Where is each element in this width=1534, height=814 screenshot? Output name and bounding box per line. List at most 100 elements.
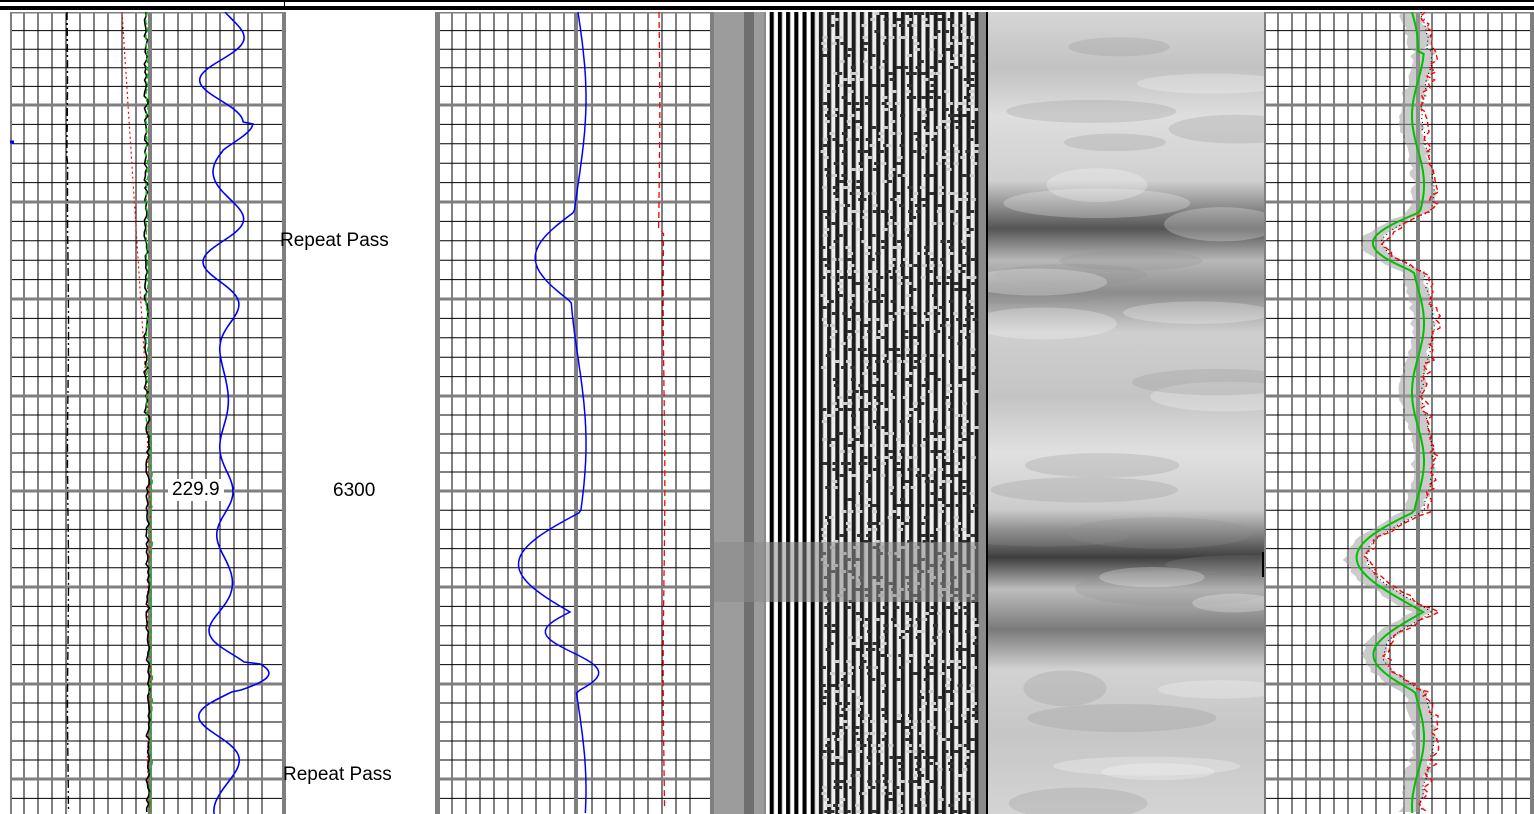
waveform-noise	[829, 672, 835, 675]
waveform-noise	[945, 48, 951, 51]
waveform-noise	[919, 504, 925, 507]
waveform-noise	[936, 162, 942, 165]
waveform-noise	[863, 276, 869, 279]
waveform-noise	[961, 264, 967, 267]
waveform-noise	[931, 222, 937, 225]
waveform-noise	[953, 450, 959, 453]
waveform-noise	[965, 630, 971, 633]
waveform-noise	[969, 96, 975, 99]
waveform-noise	[874, 288, 880, 291]
waveform-noise	[850, 168, 856, 171]
waveform-noise	[956, 642, 962, 645]
waveform-noise	[881, 426, 887, 429]
waveform-noise	[872, 210, 878, 213]
waveform-noise	[886, 270, 892, 273]
waveform-noise	[858, 666, 864, 669]
waveform-noise	[915, 630, 921, 633]
waveform-noise	[936, 276, 942, 279]
waveform-noise	[923, 78, 929, 81]
waveform-noise	[855, 810, 861, 813]
waveform-noise	[887, 222, 893, 225]
waveform-noise	[964, 756, 970, 759]
waveform-noise	[850, 774, 856, 777]
waveform-noise	[891, 618, 897, 621]
waveform-noise	[875, 426, 881, 429]
waveform-noise	[912, 402, 918, 405]
waveform-noise	[969, 18, 975, 21]
top-header-bar	[0, 0, 1534, 10]
waveform-noise	[825, 216, 831, 219]
waveform-noise	[904, 726, 910, 729]
waveform-noise	[954, 474, 960, 477]
waveform-noise	[929, 78, 935, 81]
waveform-dark-band	[925, 12, 930, 814]
waveform-noise	[897, 174, 903, 177]
waveform-dark-band	[778, 12, 782, 814]
waveform-noise	[906, 384, 912, 387]
waveform-noise	[945, 120, 951, 123]
waveform-noise	[862, 462, 868, 465]
waveform-noise	[971, 276, 977, 279]
waveform-noise	[897, 240, 903, 243]
waveform-noise	[906, 456, 912, 459]
waveform-noise	[968, 432, 974, 435]
waveform-noise	[902, 36, 908, 39]
waveform-noise	[964, 720, 970, 723]
waveform-noise	[970, 54, 976, 57]
waveform-noise	[921, 474, 927, 477]
waveform-noise	[855, 318, 861, 321]
waveform-noise	[847, 390, 853, 393]
waveform-noise	[871, 384, 877, 387]
waveform-noise	[952, 54, 958, 57]
waveform-noise	[956, 438, 962, 441]
waveform-noise	[822, 786, 828, 789]
waveform-noise	[870, 18, 876, 21]
waveform-noise	[906, 282, 912, 285]
waveform-noise	[841, 174, 847, 177]
waveform-noise	[866, 366, 872, 369]
waveform-noise	[973, 150, 979, 153]
waveform-noise	[931, 468, 937, 471]
waveform-noise	[875, 336, 881, 339]
waveform-noise	[971, 282, 977, 285]
waveform-noise	[875, 360, 881, 363]
waveform-noise	[823, 108, 829, 111]
waveform-noise	[921, 264, 927, 267]
waveform-noise	[883, 360, 889, 363]
shaded-area	[1342, 12, 1438, 812]
waveform-noise	[874, 540, 880, 543]
header-divider	[284, 2, 285, 8]
waveform-noise	[915, 474, 921, 477]
waveform-noise	[903, 336, 909, 339]
waveform-noise	[930, 642, 936, 645]
waveform-noise	[857, 636, 863, 639]
waveform-noise	[936, 456, 942, 459]
waveform-noise	[845, 126, 851, 129]
waveform-dark-band	[909, 12, 913, 814]
waveform-noise	[938, 264, 944, 267]
waveform-noise	[847, 330, 853, 333]
waveform-noise	[953, 726, 959, 729]
waveform-noise	[847, 750, 853, 753]
waveform-noise	[960, 456, 966, 459]
waveform-noise	[953, 282, 959, 285]
waveform-noise	[954, 288, 960, 291]
waveform-noise	[837, 288, 843, 291]
waveform-noise	[973, 108, 979, 111]
waveform-noise	[939, 438, 945, 441]
waveform-noise	[871, 504, 877, 507]
waveform-noise	[907, 264, 913, 267]
amplitude-blob	[1157, 680, 1264, 699]
waveform-noise	[833, 690, 839, 693]
waveform-noise	[862, 336, 868, 339]
waveform-noise	[948, 210, 954, 213]
waveform-noise	[899, 204, 905, 207]
waveform-noise	[930, 432, 936, 435]
waveform-noise	[864, 102, 870, 105]
waveform-noise	[840, 798, 846, 801]
waveform-noise	[889, 318, 895, 321]
waveform-noise	[874, 30, 880, 33]
waveform-noise	[968, 228, 974, 231]
amplitude-blob	[1168, 114, 1264, 144]
waveform-noise	[921, 354, 927, 357]
